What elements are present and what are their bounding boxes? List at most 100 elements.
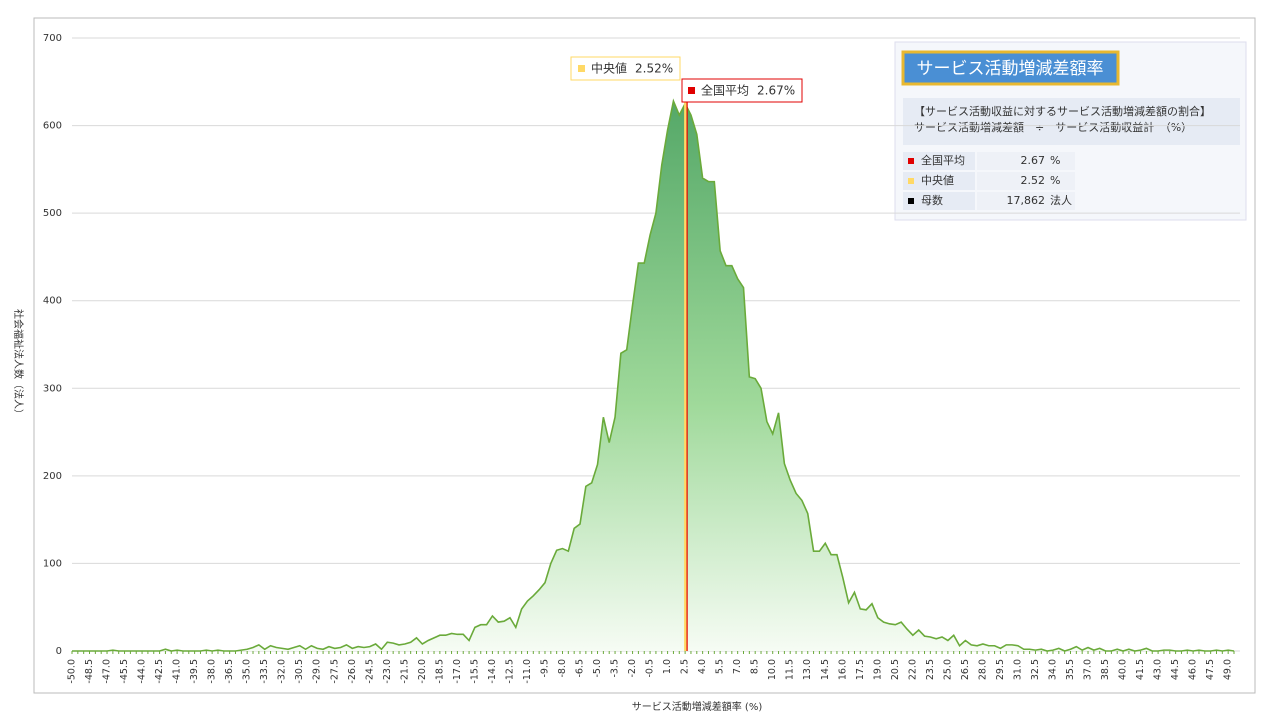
x-tick-label: -32.0 xyxy=(277,659,288,684)
x-tick-label: -41.0 xyxy=(172,659,183,684)
row-swatch xyxy=(908,178,914,184)
median-swatch xyxy=(578,65,585,72)
x-tick-label: -36.5 xyxy=(224,659,235,684)
y-axis-label: 社会福祉法人数（法人） xyxy=(12,309,25,419)
x-tick-label: -18.5 xyxy=(434,659,445,684)
x-tick-label: -44.0 xyxy=(137,659,148,684)
x-tick-label: 31.0 xyxy=(1012,659,1023,680)
x-tick-label: -30.5 xyxy=(294,659,305,684)
x-tick-label: -38.0 xyxy=(207,659,218,684)
x-tick-label: 40.0 xyxy=(1118,659,1129,680)
x-tick-label: -14.0 xyxy=(487,659,498,684)
x-tick-label: -24.5 xyxy=(364,659,375,684)
mean-label: 2.67% xyxy=(757,84,795,98)
x-tick-label: -9.5 xyxy=(539,659,550,678)
x-tick-label: 16.0 xyxy=(837,659,848,680)
x-tick-label: 47.5 xyxy=(1205,659,1216,680)
x-tick-label: -11.0 xyxy=(522,659,533,684)
x-tick-label: 29.5 xyxy=(995,659,1006,680)
x-tick-label: 37.0 xyxy=(1083,659,1094,680)
area-line xyxy=(72,98,1235,652)
y-tick-label: 100 xyxy=(43,558,62,569)
panel-description: サービス活動増減差額 ÷ サービス活動収益計 （%） xyxy=(914,120,1192,134)
x-tick-label: -17.0 xyxy=(452,659,463,684)
mean-name: 全国平均 xyxy=(701,83,749,98)
x-tick-label: 5.5 xyxy=(715,659,726,674)
y-tick-label: 700 xyxy=(43,33,62,44)
x-tick-label: 4.0 xyxy=(697,659,708,674)
y-tick-label: 500 xyxy=(43,208,62,219)
mean-callout xyxy=(681,78,803,103)
x-tick-label: -27.5 xyxy=(329,659,340,684)
x-tick-label: 19.0 xyxy=(872,659,883,680)
x-tick-label: -47.0 xyxy=(102,659,113,684)
x-tick-label: 44.5 xyxy=(1170,659,1181,680)
row-label-bg xyxy=(903,152,975,170)
x-tick-label: 26.5 xyxy=(960,659,971,680)
row-label: 中央値 xyxy=(921,174,954,187)
info-panel: サービス活動増減差額率 【サービス活動収益に対するサービス活動増減差額の割合】 … xyxy=(894,41,1247,221)
x-tick-label: -6.5 xyxy=(575,659,586,678)
y-tick-label: 400 xyxy=(43,296,62,307)
median-callout xyxy=(570,56,681,81)
x-tick-label: 8.5 xyxy=(750,659,761,674)
x-tick-label: 35.5 xyxy=(1065,659,1076,680)
x-tick-label: 20.5 xyxy=(890,659,901,680)
x-tick-label: -15.5 xyxy=(469,659,480,684)
x-axis-label: サービス活動増減差額率 (%) xyxy=(632,700,763,713)
row-value-bg xyxy=(977,192,1075,210)
x-tick-label: -21.5 xyxy=(399,659,410,684)
row-value: 17,862 xyxy=(1007,194,1046,207)
x-tick-label: 2.5 xyxy=(680,659,691,674)
row-unit: 法人 xyxy=(1050,193,1072,207)
x-tick-label: -29.0 xyxy=(312,659,323,684)
median-name: 中央値 xyxy=(591,61,627,76)
row-value: 2.67 xyxy=(1021,154,1046,167)
x-tick-label: -8.0 xyxy=(557,659,568,678)
panel-title: サービス活動増減差額率 xyxy=(917,59,1104,79)
panel-description-bg xyxy=(903,98,1240,145)
x-tick-label: 41.5 xyxy=(1135,659,1146,680)
mean-swatch xyxy=(688,87,695,94)
x-tick-label: -35.0 xyxy=(242,659,253,684)
x-tick-label: -45.5 xyxy=(119,659,130,684)
x-tick-label: 1.0 xyxy=(662,659,673,674)
row-value: 2.52 xyxy=(1021,174,1046,187)
row-label-bg xyxy=(903,172,975,190)
x-tick-label: -2.0 xyxy=(627,659,638,678)
panel-title-badge xyxy=(901,50,1120,86)
x-tick-label: -26.0 xyxy=(347,659,358,684)
x-tick-label: 49.0 xyxy=(1223,659,1234,680)
x-tick-label: -0.5 xyxy=(645,659,656,678)
x-tick-label: -42.5 xyxy=(154,659,165,684)
x-tick-label: 10.0 xyxy=(767,659,778,680)
x-tick-label: 11.5 xyxy=(785,659,796,680)
x-tick-label: 38.5 xyxy=(1100,659,1111,680)
x-tick-label: 28.0 xyxy=(977,659,988,680)
y-tick-label: 300 xyxy=(43,383,62,394)
x-tick-label: 17.5 xyxy=(855,659,866,680)
x-tick-label: 34.0 xyxy=(1047,659,1058,680)
x-tick-label: -48.5 xyxy=(84,659,95,684)
row-swatch xyxy=(908,198,914,204)
panel-description: 【サービス活動収益に対するサービス活動増減差額の割合】 xyxy=(914,104,1211,118)
x-tick-label: -12.5 xyxy=(504,659,515,684)
x-tick-label: 23.5 xyxy=(925,659,936,680)
y-tick-label: 0 xyxy=(56,646,62,657)
x-tick-label: 14.5 xyxy=(820,659,831,680)
row-label-bg xyxy=(903,192,975,210)
x-tick-label: 32.5 xyxy=(1030,659,1041,680)
row-label: 母数 xyxy=(921,194,943,207)
x-tick-label: 25.0 xyxy=(942,659,953,680)
x-tick-label: -50.0 xyxy=(67,659,78,684)
x-tick-label: -3.5 xyxy=(610,659,621,678)
row-value-bg xyxy=(977,152,1075,170)
row-value-bg xyxy=(977,172,1075,190)
x-tick-label: -23.0 xyxy=(382,659,393,684)
x-tick-label: -39.5 xyxy=(189,659,200,684)
x-tick-label: -5.0 xyxy=(592,659,603,678)
x-tick-label: 7.0 xyxy=(732,659,743,674)
row-unit: % xyxy=(1050,154,1060,167)
